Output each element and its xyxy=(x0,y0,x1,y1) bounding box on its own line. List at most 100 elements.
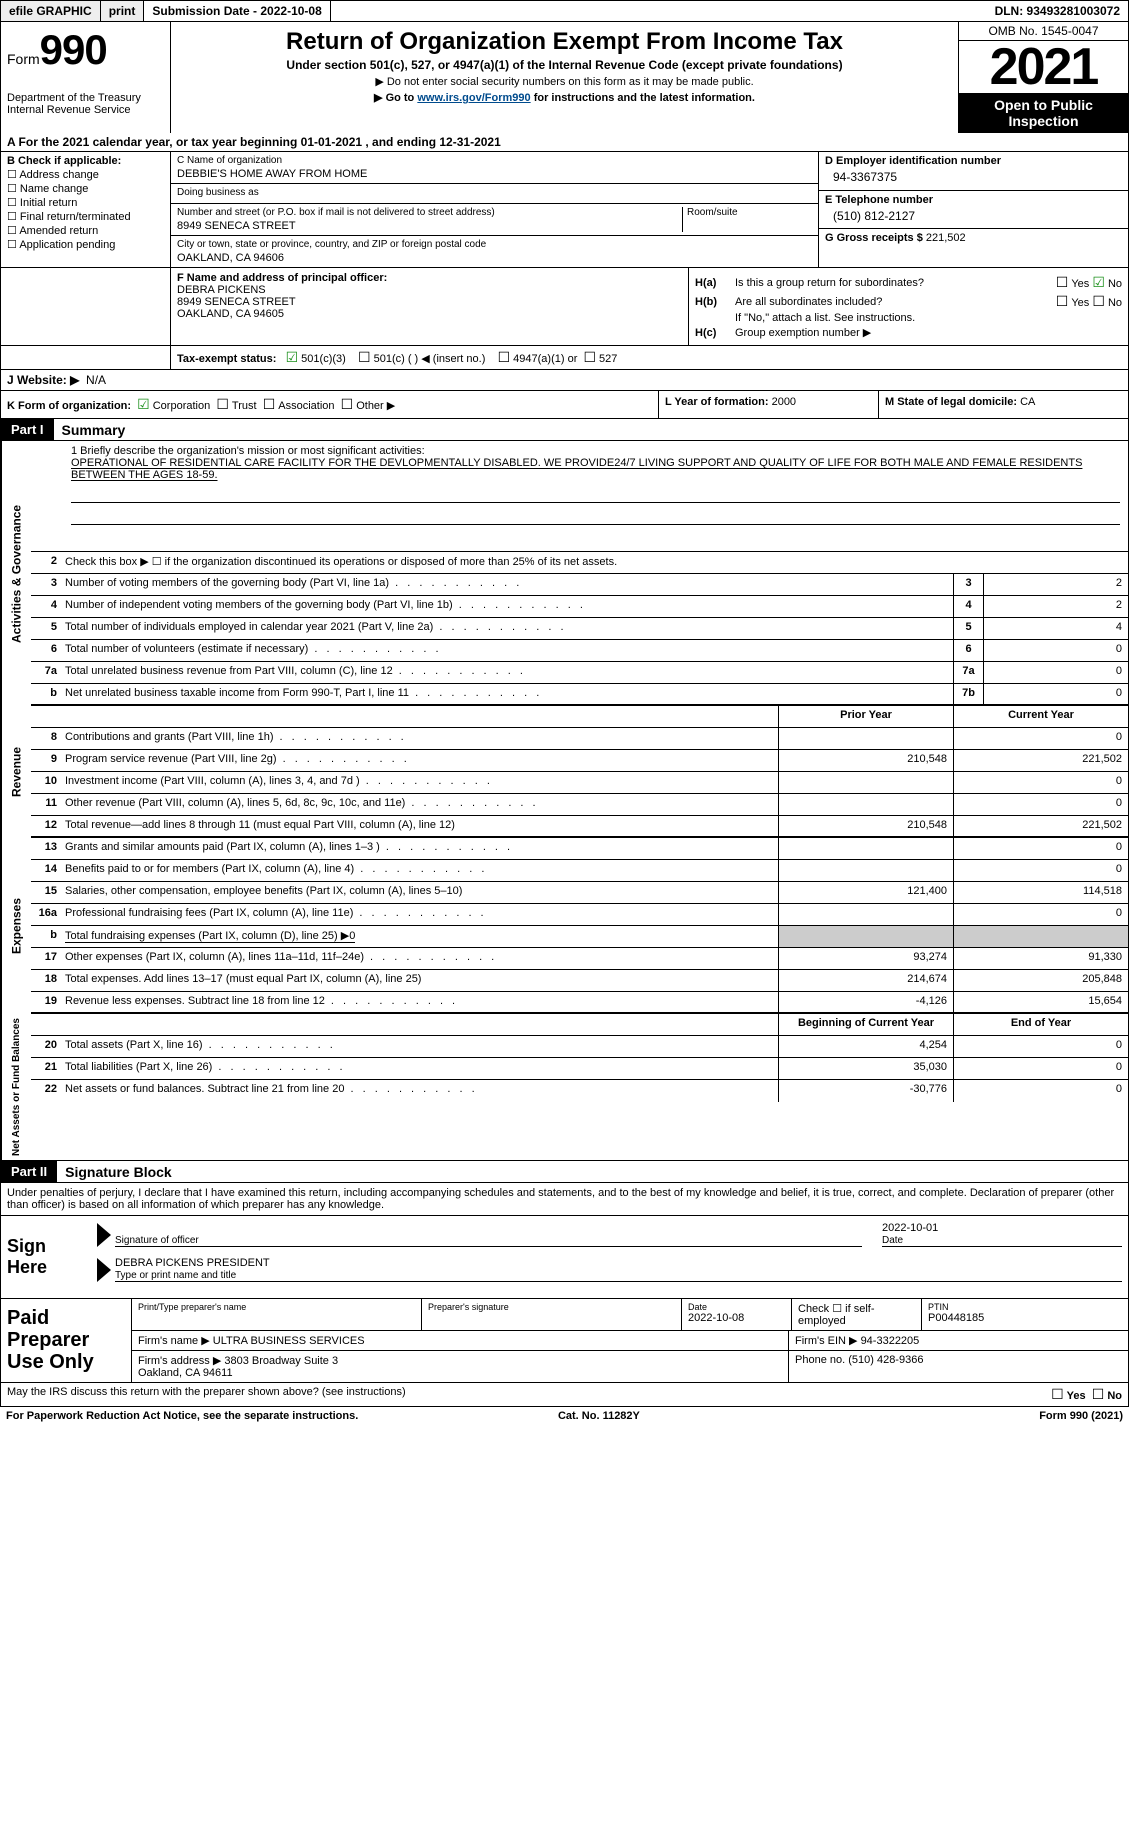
line19-desc: Revenue less expenses. Subtract line 18 … xyxy=(61,992,778,1012)
check-address-change[interactable]: Address change xyxy=(7,168,164,181)
check-assoc[interactable] xyxy=(263,400,279,412)
efile-label: efile GRAPHIC xyxy=(1,1,101,21)
check-app-pending[interactable]: Application pending xyxy=(7,238,164,251)
irs-discuss-text: May the IRS discuss this return with the… xyxy=(7,1386,406,1403)
check-name-change[interactable]: Name change xyxy=(7,182,164,195)
part2-title: Signature Block xyxy=(57,1164,172,1180)
firm-addr-label: Firm's address ▶ xyxy=(138,1355,221,1367)
line14-c: 0 xyxy=(953,860,1128,881)
ha-text: Is this a group return for subordinates? xyxy=(735,277,924,289)
submission-date: Submission Date - 2022-10-08 xyxy=(144,1,330,21)
open-inspection: Open to Public Inspection xyxy=(959,93,1128,133)
line15-desc: Salaries, other compensation, employee b… xyxy=(61,882,778,903)
state-domicile-label: M State of legal domicile: xyxy=(885,396,1017,408)
hb-note: If "No," attach a list. See instructions… xyxy=(695,312,1122,324)
line20-p: 4,254 xyxy=(778,1036,953,1057)
prep-name-label: Print/Type preparer's name xyxy=(138,1302,415,1312)
firm-ein-label: Firm's EIN ▶ xyxy=(795,1335,858,1347)
section-bcd: B Check if applicable: Address change Na… xyxy=(0,152,1129,268)
net-assets-section: Net Assets or Fund Balances Beginning of… xyxy=(0,1014,1129,1161)
header-right: OMB No. 1545-0047 2021 Open to Public In… xyxy=(958,22,1128,133)
col-b: B Check if applicable: Address change Na… xyxy=(1,152,171,267)
line7b-desc: Net unrelated business taxable income fr… xyxy=(61,684,953,704)
check-other[interactable] xyxy=(341,400,357,412)
firm-phone-label: Phone no. xyxy=(795,1354,845,1366)
triangle-icon xyxy=(97,1258,111,1282)
prep-self-employed[interactable]: Check ☐ if self-employed xyxy=(791,1299,921,1330)
ha-yes[interactable] xyxy=(1056,278,1072,290)
form-title: Return of Organization Exempt From Incom… xyxy=(177,28,952,56)
part1-title: Summary xyxy=(54,422,126,438)
line9-p: 210,548 xyxy=(778,750,953,771)
check-4947[interactable] xyxy=(498,353,514,365)
form-ref: Form 990 (2021) xyxy=(1039,1410,1123,1422)
line7a-val: 0 xyxy=(983,662,1128,683)
line20-desc: Total assets (Part X, line 16) xyxy=(61,1036,778,1057)
print-button[interactable]: print xyxy=(101,1,145,21)
line9-desc: Program service revenue (Part VIII, line… xyxy=(61,750,778,771)
prep-date-label: Date xyxy=(688,1302,785,1312)
check-initial-return[interactable]: Initial return xyxy=(7,196,164,209)
check-amended-return[interactable]: Amended return xyxy=(7,224,164,237)
line12-desc: Total revenue—add lines 8 through 11 (mu… xyxy=(61,816,778,836)
tax-year: 2021 xyxy=(959,41,1128,93)
gross-value: 221,502 xyxy=(926,232,966,244)
sign-here-label: Sign Here xyxy=(1,1216,91,1298)
paid-preparer-label: Paid Preparer Use Only xyxy=(1,1299,131,1382)
form-org-label: K Form of organization: xyxy=(7,400,131,412)
col-c: C Name of organization DEBBIE'S HOME AWA… xyxy=(171,152,818,267)
header-left: Form990 Department of the Treasury Inter… xyxy=(1,22,171,133)
sig-name: DEBRA PICKENS PRESIDENT xyxy=(115,1257,1122,1269)
addr-value: 8949 SENECA STREET xyxy=(177,220,682,232)
sign-here-block: Sign Here Signature of officer 2022-10-0… xyxy=(0,1216,1129,1299)
line6-desc: Total number of volunteers (estimate if … xyxy=(61,640,953,661)
check-501c3[interactable] xyxy=(286,353,302,365)
line16b-desc: Total fundraising expenses (Part IX, col… xyxy=(61,926,778,947)
hb-key: H(b) xyxy=(695,296,735,308)
line16b-p xyxy=(778,926,953,947)
line21-desc: Total liabilities (Part X, line 26) xyxy=(61,1058,778,1079)
line16a-desc: Professional fundraising fees (Part IX, … xyxy=(61,904,778,925)
line16a-p xyxy=(778,904,953,925)
check-corp[interactable] xyxy=(137,400,153,412)
hb-yes[interactable] xyxy=(1056,297,1072,309)
hb-no[interactable] xyxy=(1092,297,1108,309)
row-j: J Website: ▶ N/A xyxy=(0,370,1129,391)
row-k: K Form of organization: Corporation Trus… xyxy=(0,391,1129,419)
line13-c: 0 xyxy=(953,838,1128,859)
arrow-icon xyxy=(374,92,386,104)
check-527[interactable] xyxy=(583,353,599,365)
part2-badge: Part II xyxy=(1,1161,57,1182)
row-i: Tax-exempt status: 501(c)(3) 501(c) ( ) … xyxy=(0,346,1129,370)
line19-c: 15,654 xyxy=(953,992,1128,1012)
discuss-no[interactable] xyxy=(1092,1390,1108,1402)
line7b-val: 0 xyxy=(983,684,1128,704)
line6-val: 0 xyxy=(983,640,1128,661)
check-final-return[interactable]: Final return/terminated xyxy=(7,210,164,223)
top-bar: efile GRAPHIC print Submission Date - 20… xyxy=(0,0,1129,22)
line13-p xyxy=(778,838,953,859)
hdr-end: End of Year xyxy=(953,1014,1128,1035)
line22-c: 0 xyxy=(953,1080,1128,1102)
line10-desc: Investment income (Part VIII, column (A)… xyxy=(61,772,778,793)
ein-value: 94-3367375 xyxy=(825,170,1122,184)
ptin-label: PTIN xyxy=(928,1302,1122,1312)
line18-c: 205,848 xyxy=(953,970,1128,991)
form-subtitle: Under section 501(c), 527, or 4947(a)(1)… xyxy=(177,58,952,72)
dln-label: DLN: 93493281003072 xyxy=(987,1,1128,21)
line14-p xyxy=(778,860,953,881)
ha-no[interactable] xyxy=(1092,278,1108,290)
website-label: J Website: ▶ xyxy=(7,373,79,387)
tab-revenue: Revenue xyxy=(1,706,31,838)
check-501c[interactable] xyxy=(358,353,374,365)
activities-section: Activities & Governance 1 Briefly descri… xyxy=(0,441,1129,706)
irs-link[interactable]: www.irs.gov/Form990 xyxy=(417,92,530,104)
check-trust[interactable] xyxy=(216,400,232,412)
firm-name: ULTRA BUSINESS SERVICES xyxy=(213,1335,365,1347)
website-value: N/A xyxy=(86,373,106,387)
line13-desc: Grants and similar amounts paid (Part IX… xyxy=(61,838,778,859)
firm-ein: 94-3322205 xyxy=(861,1335,920,1347)
line12-p: 210,548 xyxy=(778,816,953,836)
discuss-yes[interactable] xyxy=(1051,1390,1067,1402)
line7a-desc: Total unrelated business revenue from Pa… xyxy=(61,662,953,683)
